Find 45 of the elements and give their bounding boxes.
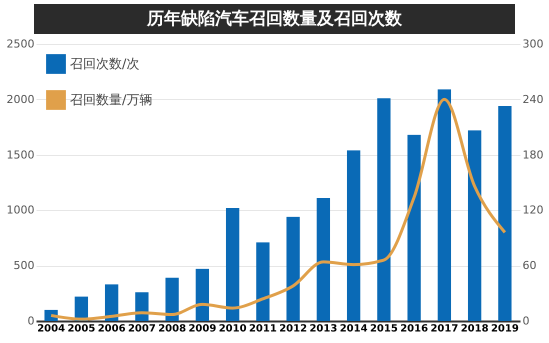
bar [468,130,482,321]
y-tick-label: 2500 [6,38,34,50]
y-tick-label: 1000 [6,204,34,217]
legend-label: 召回数量/万辆 [70,93,152,108]
bar [407,134,421,321]
x-tick-label: 2011 [248,324,277,334]
x-tick-label: 2015 [370,324,398,334]
bar [256,242,270,321]
bar [286,216,300,321]
x-tick-label: 2013 [309,324,338,334]
bar [377,98,391,321]
bar [196,268,210,321]
bar [498,106,512,321]
x-tick-label: 2007 [128,324,156,334]
bar [346,150,360,321]
bar [226,208,240,321]
y2-tick-label: 180 [522,148,544,162]
y-tick-label: 0 [28,314,34,328]
x-tick-label: 2004 [37,324,66,334]
y2-tick-label: 0 [522,314,530,328]
y2-tick-label: 300 [522,38,544,50]
y2-tick-label: 60 [522,259,536,272]
legend-label: 召回次数/次 [70,57,140,72]
bar [135,292,149,321]
x-tick-label: 2012 [279,324,308,334]
x-tick-label: 2008 [158,324,186,334]
bar [438,89,452,321]
y2-tick-label: 120 [522,204,544,217]
chart-title: 历年缺陷汽车召回数量及召回次数 [34,4,515,34]
y-tick-label: 2000 [6,92,34,106]
x-tick-label: 2005 [67,324,96,334]
x-tick-label: 2016 [400,324,428,334]
y2-tick-label: 240 [522,92,544,106]
x-tick-label: 2006 [98,324,126,334]
y-tick-label: 1500 [6,148,34,162]
x-tick-label: 2017 [430,324,458,334]
y-tick-label: 500 [14,259,34,272]
x-tick-label: 2018 [460,324,489,334]
x-tick-label: 2010 [218,324,247,334]
x-tick-label: 2009 [188,324,216,334]
bar [165,278,179,321]
x-tick-label: 2019 [490,324,519,334]
bar [104,284,118,321]
x-tick-label: 2014 [340,324,368,334]
bar [316,198,330,321]
